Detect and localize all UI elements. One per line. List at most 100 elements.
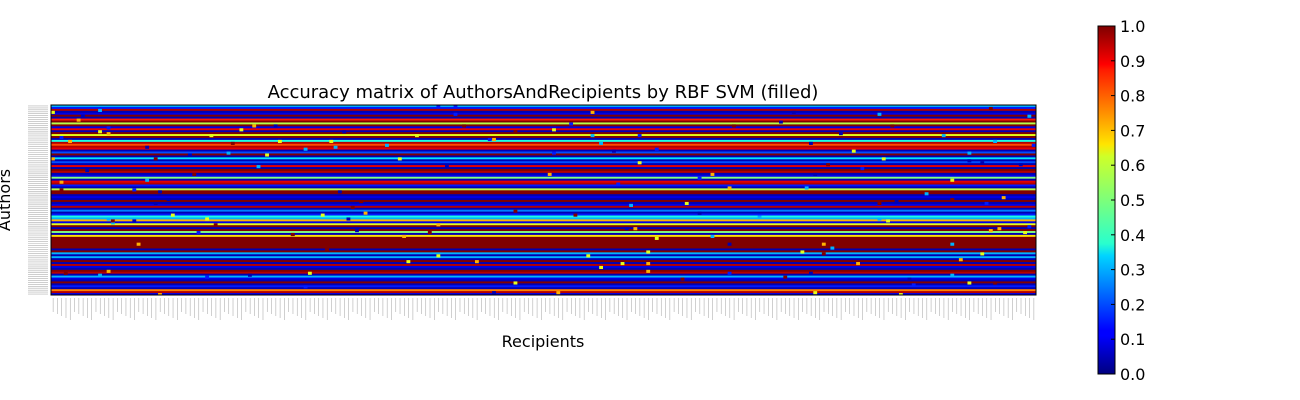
- heatmap-cell: [492, 137, 496, 142]
- heatmap-row: [51, 277, 1036, 280]
- heatmap-row: [51, 293, 1036, 295]
- heatmap-cell: [800, 250, 805, 254]
- heatmap-row: [51, 238, 1036, 242]
- heatmap-cell: [881, 157, 886, 161]
- heatmap-cell: [590, 134, 595, 138]
- heatmap-row: [51, 225, 1036, 228]
- heatmap-row: [51, 134, 1036, 137]
- heatmap-row: [51, 263, 1036, 267]
- heatmap-cell: [158, 190, 162, 194]
- colorbar-tick-label: 0.7: [1120, 121, 1145, 140]
- heatmap-cell: [988, 106, 993, 111]
- heatmap-row: [51, 223, 1036, 226]
- heatmap-row: [51, 153, 1036, 156]
- heatmap-cell: [205, 217, 210, 221]
- heatmap-cell: [226, 151, 231, 155]
- heatmap-cell: [950, 273, 955, 277]
- heatmap-cell: [993, 281, 998, 285]
- heatmap-cell: [303, 147, 308, 151]
- heatmap-row: [51, 219, 1036, 222]
- heatmap-cell: [950, 178, 955, 182]
- heatmap-cell: [397, 157, 402, 161]
- heatmap-row: [51, 186, 1036, 189]
- heatmap-row: [51, 128, 1036, 131]
- heatmap-cell: [436, 105, 441, 109]
- heatmap-cell: [1018, 163, 1023, 167]
- heatmap-cell: [320, 213, 325, 217]
- colorbar-ticks: 0.0 0.1 0.2 0.3 0.4 0.5 0.6 0.7 0.8 0.9 1.0: [1111, 17, 1145, 384]
- heatmap-cell: [436, 254, 441, 258]
- heatmap-row: [51, 236, 1036, 240]
- heatmap-cell: [145, 145, 150, 149]
- heatmap-cell: [333, 145, 338, 149]
- heatmap-cell: [290, 232, 295, 237]
- heatmap-cell: [727, 242, 732, 246]
- heatmap: [51, 105, 1036, 295]
- heatmap-row: [51, 159, 1036, 162]
- heatmap-cell: [209, 134, 214, 138]
- heatmap-cell: [984, 201, 989, 206]
- heatmap-cell: [809, 271, 813, 275]
- heatmap-row: [51, 260, 1036, 263]
- heatmap-cell: [980, 252, 985, 256]
- heatmap-cell: [791, 110, 796, 114]
- heatmap-row: [51, 252, 1036, 255]
- heatmap-row: [51, 176, 1036, 180]
- x-axis-label: Recipients: [502, 332, 585, 351]
- heatmap-cell: [402, 234, 407, 238]
- heatmap-cell: [106, 132, 111, 136]
- heatmap-row: [51, 283, 1036, 286]
- heatmap-row: [51, 180, 1036, 183]
- heatmap-cell: [809, 141, 813, 145]
- heatmap-cell: [252, 124, 257, 128]
- heatmap-row: [51, 287, 1036, 290]
- heatmap-cell: [950, 198, 955, 202]
- colorbar-tick-label: 0.0: [1120, 365, 1145, 384]
- heatmap-row: [51, 105, 1036, 108]
- heatmap-row: [51, 207, 1036, 211]
- heatmap-cell: [753, 244, 758, 248]
- heatmap-cell: [958, 258, 963, 262]
- heatmap-cell: [997, 227, 1002, 231]
- heatmap-cell: [1027, 114, 1032, 118]
- chart-title: Accuracy matrix of AuthorsAndRecipients …: [268, 82, 819, 103]
- heatmap-cell: [599, 141, 604, 145]
- heatmap-row: [51, 196, 1036, 199]
- heatmap-row: [51, 167, 1036, 170]
- heatmap-cell: [654, 236, 659, 240]
- heatmap-cell: [385, 143, 389, 147]
- heatmap-cell: [898, 293, 903, 295]
- heatmap-cell: [950, 242, 955, 246]
- heatmap-cell: [779, 120, 783, 124]
- heatmap-row: [51, 213, 1036, 216]
- heatmap-row: [51, 273, 1036, 277]
- heatmap-row: [51, 279, 1036, 282]
- colorbar-tick-label: 0.4: [1120, 226, 1145, 245]
- heatmap-row: [51, 126, 1036, 129]
- heatmap-row: [51, 137, 1036, 141]
- heatmap-cell: [586, 254, 591, 258]
- heatmap-cell: [63, 271, 68, 275]
- heatmap-cell: [492, 291, 496, 295]
- heatmap-row: [51, 271, 1036, 275]
- heatmap-row: [51, 281, 1036, 284]
- heatmap-cell: [239, 128, 244, 132]
- heatmap-cell: [132, 188, 137, 192]
- heatmap-cell: [731, 124, 736, 128]
- heatmap-cell: [406, 260, 411, 264]
- heatmap-cell: [980, 161, 985, 165]
- heatmap-row: [51, 229, 1036, 232]
- heatmap-row: [51, 188, 1036, 191]
- heatmap-cell: [633, 227, 638, 231]
- heatmap-cell: [851, 149, 856, 153]
- heatmap-cell: [907, 277, 912, 281]
- heatmap-cell: [993, 139, 998, 143]
- heatmap-cell: [804, 186, 809, 190]
- heatmap-row: [51, 108, 1036, 112]
- heatmap-cell: [599, 265, 604, 270]
- heatmap-cell: [153, 157, 158, 161]
- heatmap-row: [51, 184, 1036, 187]
- heatmap-cell: [248, 273, 252, 277]
- heatmap-cell: [98, 273, 102, 277]
- heatmap-cell: [436, 223, 441, 227]
